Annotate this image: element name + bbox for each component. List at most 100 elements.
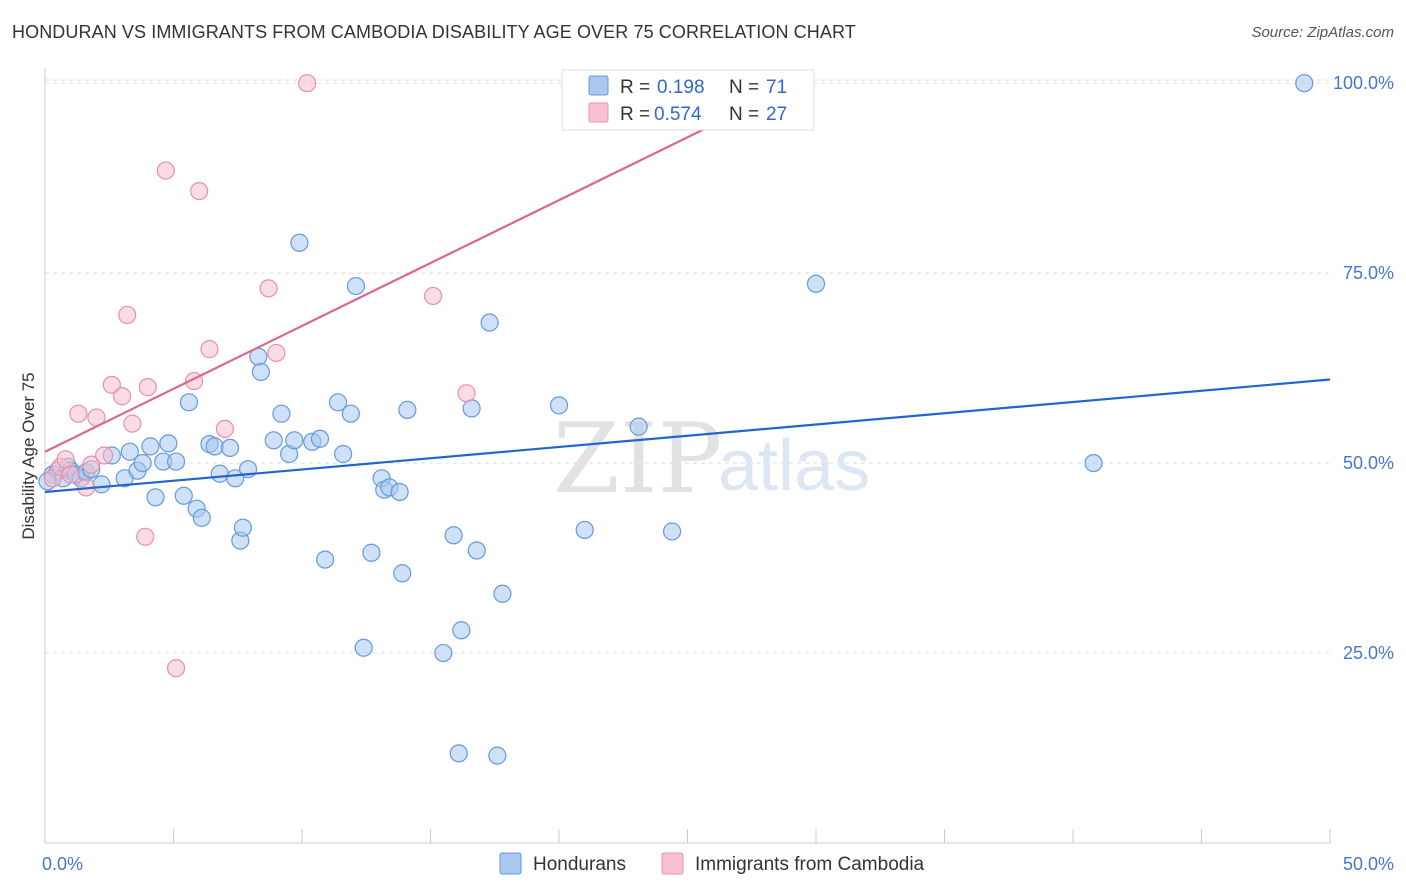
honduran-point-18 xyxy=(159,434,178,453)
honduran-point-15 xyxy=(141,437,160,456)
honduran-point-43 xyxy=(334,444,353,464)
honduran-point-37 xyxy=(285,431,304,450)
cambodia-point-3 xyxy=(61,465,80,484)
cambodia-point-22 xyxy=(267,343,286,363)
cambodia-point-13 xyxy=(136,527,155,546)
honduran-point-61 xyxy=(488,746,507,765)
grid-layer xyxy=(45,79,1330,654)
honduran-point-56 xyxy=(449,744,468,763)
honduran-point-30 xyxy=(233,518,252,537)
honduran-point-64 xyxy=(575,520,594,540)
y-tick-label-25: 25.0% xyxy=(1343,643,1394,663)
honduran-point-14 xyxy=(133,453,152,473)
legend-top-swatch-blue xyxy=(588,75,609,96)
honduran-point-52 xyxy=(393,564,412,583)
point-layer xyxy=(38,74,1314,765)
honduran-point-23 xyxy=(192,508,211,527)
cambodia-point-15 xyxy=(156,161,175,180)
legend-bottom-swatch-hondurans xyxy=(499,852,522,875)
legend-bottom: Hondurans Immigrants from Cambodia xyxy=(499,852,925,875)
cambodia-point-8 xyxy=(95,446,114,465)
honduran-point-53 xyxy=(398,400,417,420)
honduran-point-66 xyxy=(662,522,682,541)
honduran-trend-line xyxy=(44,378,1331,494)
trend-layer xyxy=(44,82,1331,494)
cambodia-point-19 xyxy=(200,340,219,359)
honduran-point-19 xyxy=(166,452,186,471)
watermark: ZIP atlas xyxy=(553,403,870,515)
honduran-point-34 xyxy=(264,431,283,450)
honduran-point-62 xyxy=(493,584,512,603)
honduran-point-40 xyxy=(310,429,330,448)
honduran-point-27 xyxy=(220,438,240,458)
honduran-point-60 xyxy=(480,313,499,332)
legend-top-swatch-pink xyxy=(588,102,609,123)
legend-bottom-swatch-cambodia xyxy=(661,852,684,875)
legend-top-r-label-2: R = xyxy=(620,104,650,125)
watermark-atlas: atlas xyxy=(718,426,870,506)
cambodia-point-10 xyxy=(112,387,132,406)
honduran-point-35 xyxy=(272,404,291,423)
honduran-point-9 xyxy=(92,475,111,494)
legend-top-n-value-2: 27 xyxy=(766,104,787,125)
cambodia-point-20 xyxy=(215,419,234,439)
legend-top-r-value-2: 0.574 xyxy=(654,104,702,125)
honduran-point-25 xyxy=(205,437,224,456)
chart-source: Source: ZipAtlas.com xyxy=(1251,24,1394,41)
honduran-point-58 xyxy=(462,399,481,418)
cambodia-point-21 xyxy=(259,279,278,298)
cambodia-point-9 xyxy=(102,375,121,394)
honduran-point-67 xyxy=(806,274,826,293)
legend-bottom-label-hondurans: Hondurans xyxy=(533,854,626,875)
y-tick-label-100: 100.0% xyxy=(1333,73,1394,93)
honduran-point-12 xyxy=(120,442,139,461)
honduran-point-33 xyxy=(251,362,270,382)
legend-top-r-label-1: R = xyxy=(620,77,650,98)
honduran-point-55 xyxy=(444,526,463,545)
y-tick-label-50: 50.0% xyxy=(1343,453,1394,473)
cambodia-point-16 xyxy=(166,659,186,678)
honduran-point-16 xyxy=(146,488,165,507)
legend-bottom-label-cambodia: Immigrants from Cambodia xyxy=(695,854,925,875)
honduran-point-57 xyxy=(452,621,471,640)
honduran-point-45 xyxy=(346,276,366,296)
cambodia-point-23 xyxy=(298,74,317,93)
honduran-point-68 xyxy=(1084,453,1103,473)
honduran-point-20 xyxy=(174,486,193,505)
honduran-point-47 xyxy=(362,543,381,562)
cambodia-trend-line xyxy=(44,82,799,453)
honduran-point-63 xyxy=(549,396,569,415)
honduran-point-42 xyxy=(328,393,348,412)
y-tick-label-75: 75.0% xyxy=(1343,263,1394,283)
x-tick-label-50: 50.0% xyxy=(1343,854,1394,874)
honduran-point-46 xyxy=(354,638,373,657)
honduran-point-65 xyxy=(629,417,648,436)
y-axis-title: Disability Age Over 75 xyxy=(19,372,38,539)
cambodia-point-24 xyxy=(423,286,443,306)
honduran-point-51 xyxy=(390,482,409,502)
cambodia-point-6 xyxy=(82,455,101,474)
legend-top-r-value-1: 0.198 xyxy=(657,77,705,98)
honduran-point-41 xyxy=(316,550,335,569)
honduran-point-26 xyxy=(210,464,229,483)
honduran-point-44 xyxy=(341,404,360,423)
cambodia-point-4 xyxy=(69,404,88,423)
legend-top-n-value-1: 71 xyxy=(766,77,787,98)
honduran-point-59 xyxy=(467,541,486,560)
cambodia-point-14 xyxy=(138,378,157,397)
honduran-point-69 xyxy=(1295,74,1314,93)
cambodia-point-25 xyxy=(457,384,476,403)
cambodia-point-11 xyxy=(118,305,137,325)
cambodia-point-12 xyxy=(123,414,142,433)
honduran-point-38 xyxy=(290,233,309,252)
cambodia-point-2 xyxy=(56,450,75,469)
cambodia-point-18 xyxy=(190,181,209,201)
x-tick-label-0: 0.0% xyxy=(42,854,83,874)
legend-top-n-label-2: N = xyxy=(729,104,759,125)
honduran-point-54 xyxy=(434,643,453,663)
chart-title: HONDURAN VS IMMIGRANTS FROM CAMBODIA DIS… xyxy=(12,22,856,42)
legend-top: R = 0.198 N = 71 R = 0.574 N = 27 xyxy=(561,69,815,131)
legend-top-n-label-1: N = xyxy=(729,77,759,98)
honduran-point-21 xyxy=(179,393,199,412)
